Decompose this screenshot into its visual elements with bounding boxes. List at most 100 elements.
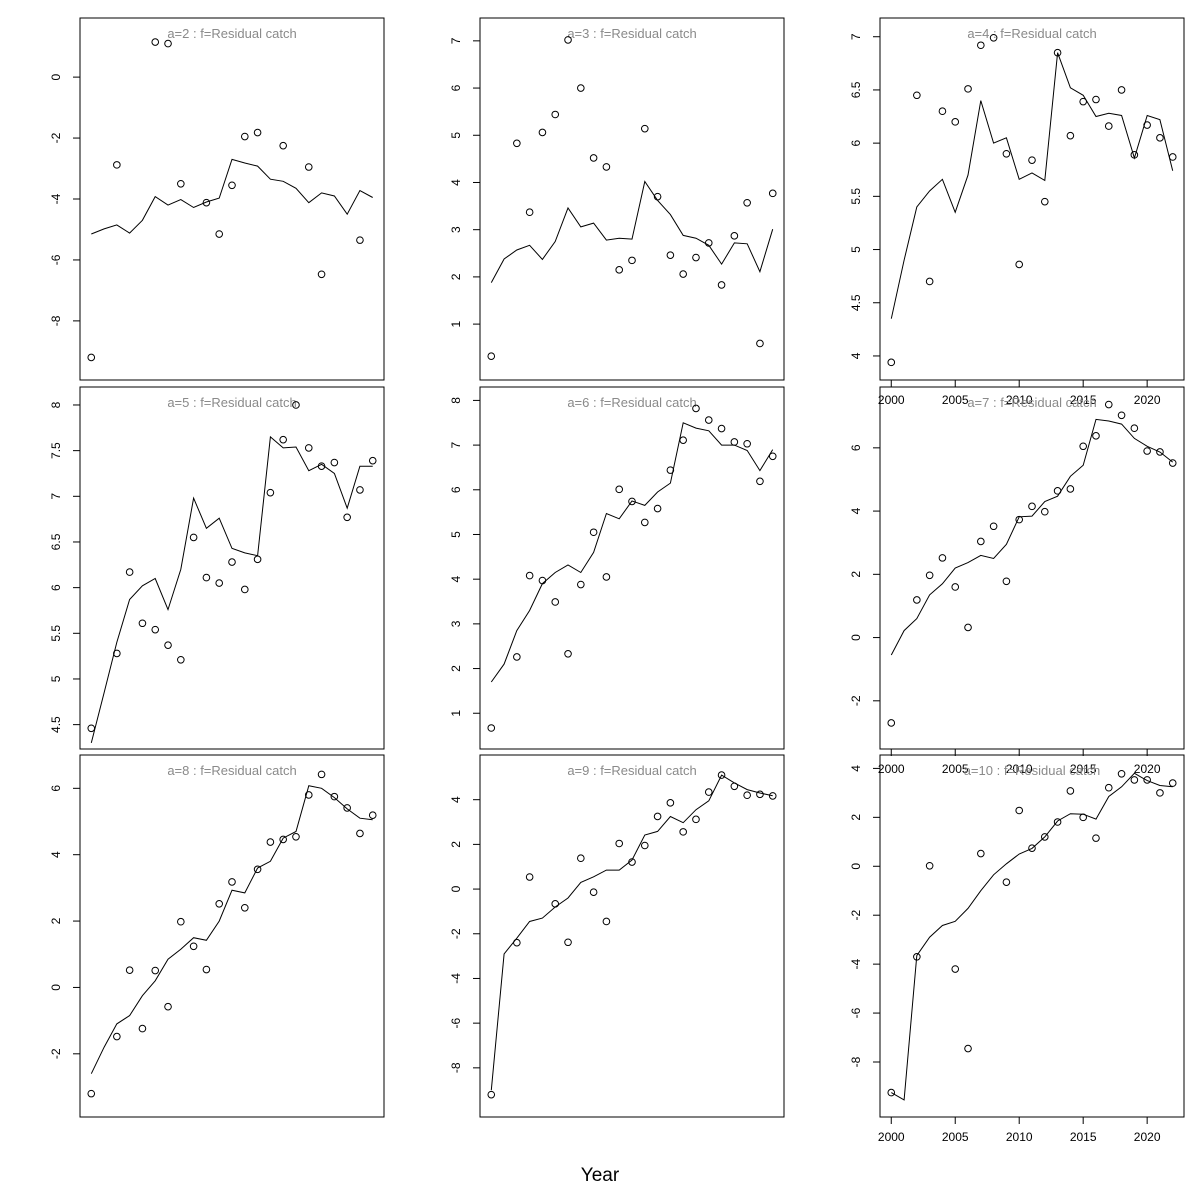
observed-point bbox=[756, 339, 764, 348]
observed-point bbox=[164, 1002, 172, 1011]
panel-9: -8 -6 -4 -2 0 2 4 2000 2005 2010 2015 2020 a=10 : f=… bbox=[849, 754, 1185, 1144]
observed-point bbox=[602, 573, 611, 581]
observed-point bbox=[343, 513, 351, 522]
observed-point bbox=[964, 1044, 972, 1053]
observed-point bbox=[113, 1032, 121, 1041]
y-tick-label: -2 bbox=[49, 132, 63, 143]
observed-point bbox=[177, 179, 185, 188]
panel-frame bbox=[79, 386, 385, 750]
observed-point bbox=[1117, 86, 1126, 94]
y-tick-label: 6 bbox=[849, 139, 863, 146]
y-tick-label: 4 bbox=[449, 576, 463, 583]
y-tick-label: 7 bbox=[849, 33, 863, 40]
observed-point bbox=[1040, 833, 1049, 841]
observed-point bbox=[487, 724, 496, 732]
y-tick-label: -2 bbox=[449, 928, 463, 939]
y-tick-label: -4 bbox=[49, 193, 63, 204]
observed-point bbox=[1053, 818, 1062, 826]
observed-point bbox=[151, 38, 160, 46]
observed-point bbox=[356, 236, 364, 244]
y-tick-label: 6 bbox=[449, 486, 463, 493]
observed-point bbox=[304, 163, 313, 171]
y-tick-label: 4 bbox=[449, 796, 463, 803]
observed-point bbox=[151, 966, 160, 975]
y-tick-label: -6 bbox=[849, 1007, 863, 1018]
observed-point bbox=[1143, 447, 1151, 455]
x-tick-label: 2005 bbox=[942, 1130, 969, 1144]
observed-point bbox=[177, 917, 185, 926]
observed-point bbox=[1130, 424, 1139, 433]
y-tick-label: 8 bbox=[49, 401, 63, 408]
observed-point bbox=[253, 128, 262, 137]
y-tick-label: 7.5 bbox=[49, 442, 63, 459]
observed-point bbox=[577, 854, 585, 863]
observed-point bbox=[692, 253, 700, 262]
y-tick-label: 4 bbox=[849, 507, 863, 514]
observed-point bbox=[538, 576, 547, 585]
observed-point bbox=[253, 555, 262, 564]
observed-point bbox=[628, 497, 636, 506]
y-tick-label: -8 bbox=[849, 1056, 863, 1067]
x-tick-label: 2020 bbox=[1134, 393, 1161, 407]
y-tick-label: 6 bbox=[49, 785, 63, 792]
observed-point bbox=[589, 888, 598, 897]
x-tick-label: 2010 bbox=[1006, 393, 1033, 407]
observed-point bbox=[1079, 442, 1087, 451]
y-tick-label: 7 bbox=[449, 441, 463, 448]
observed-point bbox=[679, 270, 687, 278]
y-tick-label: 2 bbox=[449, 273, 463, 280]
observed-point bbox=[1117, 411, 1126, 420]
observed-point bbox=[189, 942, 198, 951]
fitted-line bbox=[890, 52, 1174, 319]
observed-point bbox=[125, 568, 134, 576]
x-tick-label: 2020 bbox=[1134, 762, 1161, 776]
y-tick-label: 2 bbox=[849, 814, 863, 821]
panel-title: a=5 : f=Residual catch bbox=[167, 395, 296, 410]
observed-point bbox=[202, 198, 211, 207]
observed-point bbox=[1092, 95, 1100, 104]
observed-point bbox=[615, 266, 624, 274]
y-tick-label: 5 bbox=[49, 675, 63, 682]
observed-point bbox=[1092, 432, 1100, 440]
observed-point bbox=[151, 625, 160, 634]
observed-point bbox=[717, 281, 726, 289]
y-tick-label: 6.5 bbox=[849, 81, 863, 98]
observed-point bbox=[977, 41, 985, 50]
panel-title: a=2 : f=Residual catch bbox=[167, 26, 296, 41]
panel-8: -8 -6 -4 -2 0 2 4 a=9 : f=Residual catch bbox=[449, 754, 785, 1118]
observed-point bbox=[87, 724, 96, 733]
y-tick-label: -4 bbox=[849, 958, 863, 969]
observed-point bbox=[589, 528, 598, 537]
observed-point bbox=[279, 141, 287, 150]
observed-point bbox=[525, 571, 534, 580]
observed-point bbox=[887, 358, 896, 367]
observed-point bbox=[938, 107, 947, 116]
observed-point bbox=[1066, 131, 1075, 140]
observed-point bbox=[951, 965, 960, 973]
y-tick-label: 5 bbox=[449, 132, 463, 139]
x-tick-label: 2020 bbox=[1134, 1130, 1161, 1144]
observed-point bbox=[1079, 97, 1087, 106]
observed-point bbox=[240, 903, 249, 912]
observed-point bbox=[1156, 448, 1164, 456]
observed-point bbox=[1053, 48, 1062, 57]
observed-point bbox=[913, 596, 921, 604]
y-tick-label: 3 bbox=[449, 226, 463, 233]
x-tick-label: 2015 bbox=[1070, 762, 1097, 776]
panel-7: -2 0 2 4 6 a=8 : f=Residual catch bbox=[49, 754, 385, 1118]
observed-point bbox=[1002, 149, 1011, 158]
observed-point bbox=[1156, 789, 1164, 797]
y-tick-label: -4 bbox=[449, 973, 463, 984]
y-tick-label: 4 bbox=[49, 851, 63, 858]
panel-6: -2 0 2 4 6 2000 2005 2010 2015 2020 a=7 : f=Residu… bbox=[849, 386, 1185, 776]
observed-point bbox=[666, 466, 675, 474]
observed-point bbox=[1130, 776, 1139, 784]
y-tick-label: -8 bbox=[449, 1062, 463, 1073]
observed-point bbox=[1040, 507, 1049, 516]
y-tick-label: 4 bbox=[849, 352, 863, 359]
y-tick-label: 1 bbox=[449, 710, 463, 717]
observed-point bbox=[1066, 787, 1075, 795]
observed-point bbox=[1028, 844, 1036, 852]
observed-point bbox=[138, 619, 147, 628]
